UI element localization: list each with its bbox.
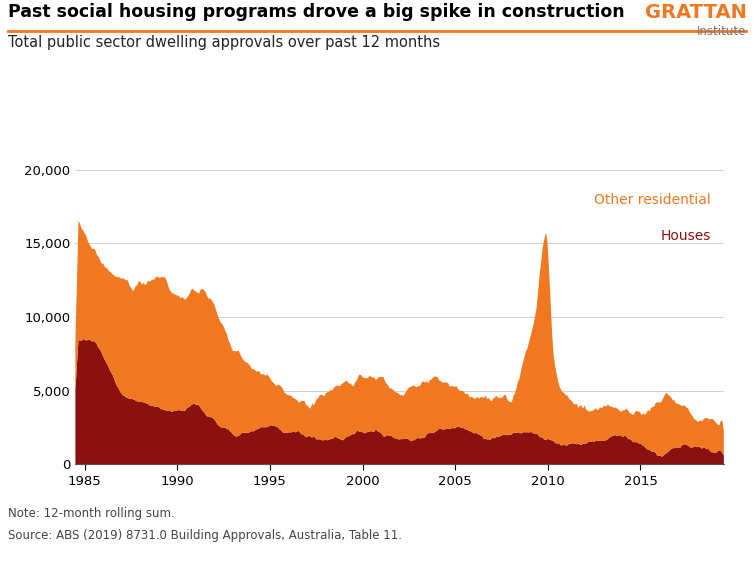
Text: Other residential: Other residential: [594, 194, 711, 207]
Text: Note: 12-month rolling sum.: Note: 12-month rolling sum.: [8, 507, 174, 520]
Text: Houses: Houses: [661, 229, 711, 243]
Text: Past social housing programs drove a big spike in construction: Past social housing programs drove a big…: [8, 3, 624, 21]
Text: Institute: Institute: [697, 25, 746, 38]
Text: Total public sector dwelling approvals over past 12 months: Total public sector dwelling approvals o…: [8, 35, 440, 50]
Text: GRATTAN: GRATTAN: [645, 3, 746, 22]
Text: Source: ABS (2019) 8731.0 Building Approvals, Australia, Table 11.: Source: ABS (2019) 8731.0 Building Appro…: [8, 529, 402, 542]
